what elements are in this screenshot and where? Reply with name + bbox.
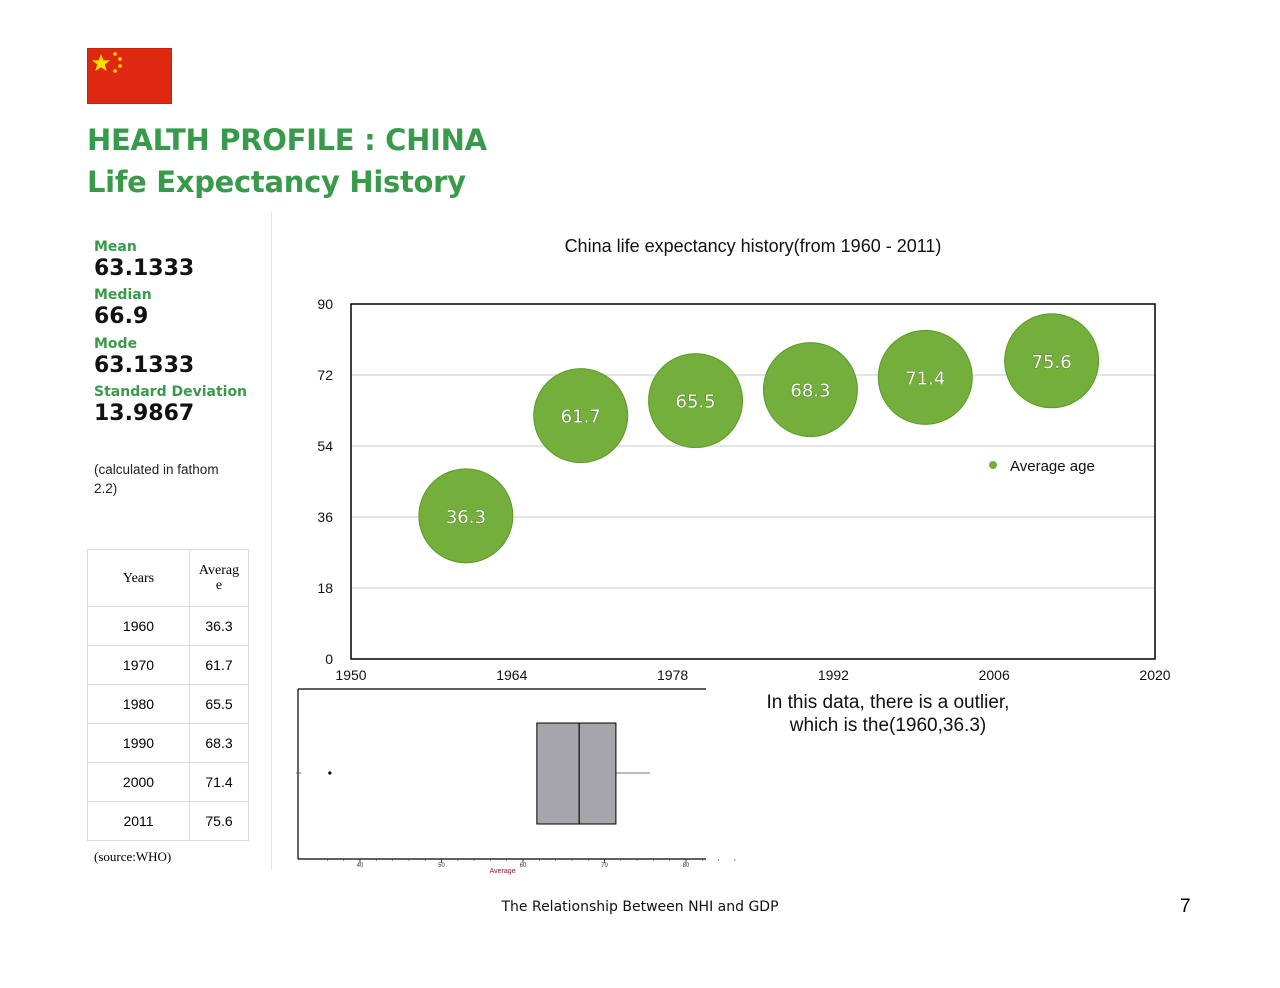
x-tick-label: 1992 <box>818 667 849 683</box>
footer-text: The Relationship Between NHI and GDP <box>501 899 779 915</box>
life-expectancy-table: Years Average 1960 36.3 1970 61.7 1980 65.5… <box>87 549 249 841</box>
plot-frame <box>350 303 1156 660</box>
table-row: 2000 71.4 <box>87 762 249 802</box>
legend-label: Average age <box>1010 458 1095 475</box>
data-label: 75.6 <box>1032 352 1072 373</box>
chart-title: China life expectancy history(from 1960 … <box>565 236 942 256</box>
page-number: 7 <box>1180 896 1191 917</box>
y-tick-label: 72 <box>317 367 333 383</box>
legend-marker <box>989 461 997 469</box>
median-label: Median <box>94 287 152 303</box>
page-subtitle: Life Expectancy History <box>87 165 466 199</box>
std-dev-label: Standard Deviation <box>94 384 248 400</box>
y-tick-label: 90 <box>317 296 333 312</box>
y-tick-label: 0 <box>325 651 333 667</box>
year-cell: 1970 <box>87 645 190 685</box>
x-tick-label: 1978 <box>657 667 688 683</box>
data-bubble <box>762 342 858 438</box>
data-bubble <box>877 329 973 425</box>
year-cell: 1980 <box>87 684 190 724</box>
boxplot-outlier <box>328 771 332 775</box>
table-row: 1960 36.3 <box>87 606 249 646</box>
data-bubble <box>418 468 514 564</box>
table-row: 2011 75.6 <box>87 801 249 841</box>
average-cell: 65.5 <box>189 684 249 724</box>
table-row: 1980 65.5 <box>87 684 249 724</box>
data-label: 68.3 <box>790 381 830 402</box>
data-bubble <box>533 368 629 464</box>
data-label: 65.5 <box>676 392 716 413</box>
mode-value: 63.1333 <box>94 353 195 378</box>
average-cell: 36.3 <box>189 606 249 646</box>
y-tick-label: 36 <box>317 509 333 525</box>
outlier-annotation: In this data, there is a outlier, which … <box>710 691 1066 737</box>
boxplot-lower-box <box>536 722 580 825</box>
average-cell: 61.7 <box>189 645 249 685</box>
boxplot-tick-label: 40 <box>357 863 364 869</box>
mode-label: Mode <box>94 336 138 352</box>
table-row: 1970 61.7 <box>87 645 249 685</box>
outlier-annotation-line1: In this data, there is a outlier, <box>766 692 1010 713</box>
boxplot-tick-label: 80 <box>683 863 690 869</box>
data-label: 71.4 <box>905 368 945 389</box>
year-cell: 1960 <box>87 606 190 646</box>
year-cell: 2000 <box>87 762 190 802</box>
average-column-header: Average <box>189 549 249 607</box>
source-note: (source:WHO) <box>94 849 172 864</box>
boxplot-tick-label: 60 <box>520 863 527 869</box>
outlier-annotation-line2: which is the(1960,36.3) <box>789 715 987 736</box>
data-label: 61.7 <box>561 407 601 428</box>
average-cell: 68.3 <box>189 723 249 763</box>
average-cell: 75.6 <box>189 801 249 841</box>
average-cell: 71.4 <box>189 762 249 802</box>
calculation-note: (calculated in fathom 2.2) <box>94 462 219 496</box>
table-header-row: Years Average <box>87 549 249 607</box>
x-tick-label: 2006 <box>979 667 1010 683</box>
column-divider <box>271 212 272 870</box>
page-title: HEALTH PROFILE : CHINA <box>87 123 487 157</box>
boxplot-tick-label: 70 <box>601 863 608 869</box>
boxplot-upper-box <box>578 722 617 825</box>
data-label: 36.3 <box>446 507 486 528</box>
x-tick-label: 1964 <box>496 667 527 683</box>
data-bubble <box>648 353 744 449</box>
x-tick-label: 2020 <box>1139 667 1170 683</box>
boxplot-axis-label: Average <box>490 868 516 875</box>
y-tick-label: 54 <box>317 438 333 454</box>
std-dev-value: 13.9867 <box>94 401 195 426</box>
median-value: 66.9 <box>94 304 149 329</box>
boxplot-tick-label: 50 <box>438 863 445 869</box>
mean-label: Mean <box>94 239 137 255</box>
x-tick-label: 1950 <box>335 667 366 683</box>
data-bubble <box>1004 313 1100 409</box>
year-cell: 2011 <box>87 801 190 841</box>
mean-value: 63.1333 <box>94 256 195 281</box>
y-tick-label: 18 <box>317 580 333 596</box>
china-flag-icon <box>87 48 172 104</box>
